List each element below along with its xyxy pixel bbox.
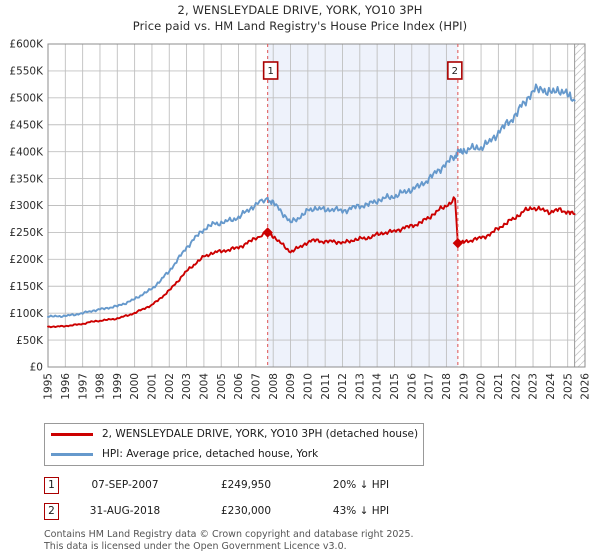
- svg-text:2009: 2009: [285, 373, 297, 400]
- svg-text:2023: 2023: [528, 373, 540, 400]
- svg-text:2021: 2021: [493, 373, 505, 400]
- svg-text:2024: 2024: [545, 373, 557, 400]
- transaction-price: £230,000: [220, 505, 272, 517]
- table-row[interactable]: 2 31-AUG-2018 £230,000 43% ↓ HPI: [44, 498, 464, 524]
- attribution-footer: Contains HM Land Registry data © Crown c…: [44, 529, 584, 552]
- svg-text:£250K: £250K: [9, 227, 44, 239]
- svg-text:2012: 2012: [337, 373, 349, 400]
- transactions-table: 1 07-SEP-2007 £249,950 20% ↓ HPI 2 31-AU…: [44, 472, 464, 524]
- svg-text:2006: 2006: [233, 373, 245, 400]
- transaction-hpi-delta: 20% ↓ HPI: [332, 479, 390, 491]
- svg-text:£500K: £500K: [9, 93, 44, 105]
- svg-text:£150K: £150K: [9, 281, 44, 293]
- svg-text:£550K: £550K: [9, 66, 44, 78]
- svg-text:1: 1: [267, 66, 273, 77]
- legend-item-hpi: HPI: Average price, detached house, York: [45, 444, 423, 464]
- svg-text:2025: 2025: [562, 373, 574, 400]
- svg-text:£300K: £300K: [9, 200, 44, 212]
- svg-text:£600K: £600K: [9, 39, 44, 51]
- svg-text:2002: 2002: [164, 373, 176, 400]
- page-subtitle: Price paid vs. HM Land Registry's House …: [132, 19, 468, 33]
- svg-text:2000: 2000: [129, 373, 141, 400]
- svg-text:2004: 2004: [199, 373, 211, 400]
- svg-text:£450K: £450K: [9, 119, 44, 131]
- svg-text:£350K: £350K: [9, 173, 44, 185]
- page-title: 2, WENSLEYDALE DRIVE, YORK, YO10 3PH: [177, 3, 423, 17]
- chart-title-block: 2, WENSLEYDALE DRIVE, YORK, YO10 3PH Pri…: [0, 2, 600, 34]
- status-badge: 1: [44, 476, 59, 494]
- svg-text:2010: 2010: [302, 373, 314, 400]
- svg-text:£200K: £200K: [9, 254, 44, 266]
- svg-text:£400K: £400K: [9, 146, 44, 158]
- status-badge: 2: [44, 502, 59, 520]
- svg-text:2001: 2001: [147, 373, 159, 400]
- svg-text:1999: 1999: [112, 373, 124, 400]
- transaction-date: 07-SEP-2007: [91, 479, 159, 491]
- svg-text:2: 2: [452, 66, 458, 77]
- svg-text:2019: 2019: [458, 373, 470, 400]
- svg-text:2016: 2016: [406, 373, 418, 400]
- svg-text:2015: 2015: [389, 373, 401, 400]
- transaction-hpi-delta: 43% ↓ HPI: [332, 505, 390, 517]
- svg-text:2003: 2003: [181, 373, 193, 400]
- legend-item-property: 2, WENSLEYDALE DRIVE, YORK, YO10 3PH (de…: [45, 424, 423, 444]
- svg-text:£50K: £50K: [16, 335, 44, 347]
- svg-text:2018: 2018: [441, 373, 453, 400]
- licence-line: This data is licensed under the Open Gov…: [44, 540, 347, 552]
- svg-text:2005: 2005: [216, 373, 228, 400]
- svg-text:2013: 2013: [354, 373, 366, 400]
- svg-text:2026: 2026: [580, 373, 592, 400]
- svg-text:£0: £0: [30, 362, 43, 374]
- legend-label-hpi: HPI: Average price, detached house, York: [102, 448, 319, 460]
- svg-text:2020: 2020: [476, 373, 488, 400]
- svg-text:2008: 2008: [268, 373, 280, 400]
- legend-swatch-property: [51, 432, 93, 436]
- svg-text:1996: 1996: [60, 373, 72, 400]
- transaction-price: £249,950: [220, 479, 272, 491]
- svg-text:2022: 2022: [510, 373, 522, 400]
- svg-text:1995: 1995: [43, 373, 55, 400]
- svg-text:2007: 2007: [250, 373, 262, 400]
- transaction-date: 31-AUG-2018: [89, 505, 161, 517]
- chart-legend: 2, WENSLEYDALE DRIVE, YORK, YO10 3PH (de…: [44, 423, 424, 466]
- legend-swatch-hpi: [51, 452, 93, 456]
- svg-text:£100K: £100K: [9, 308, 44, 320]
- price-chart: 1 2 £0 £50K £100K £150K £200K £250K £300K £350K £4…: [9, 39, 592, 400]
- table-row[interactable]: 1 07-SEP-2007 £249,950 20% ↓ HPI: [44, 472, 464, 498]
- copyright-line: Contains HM Land Registry data © Crown c…: [44, 529, 414, 540]
- legend-label-property: 2, WENSLEYDALE DRIVE, YORK, YO10 3PH (de…: [102, 428, 419, 440]
- svg-text:2011: 2011: [320, 373, 332, 400]
- svg-text:2017: 2017: [424, 373, 436, 400]
- svg-text:2014: 2014: [372, 373, 384, 400]
- svg-text:1998: 1998: [95, 373, 107, 400]
- svg-text:1997: 1997: [77, 373, 89, 400]
